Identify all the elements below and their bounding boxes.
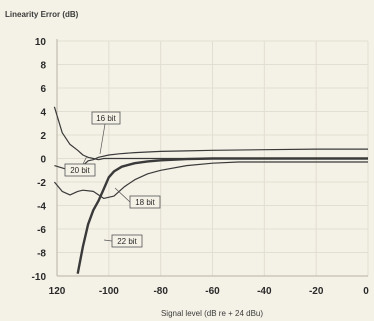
annotation-label: 22 bit: [117, 237, 137, 246]
y-tick-label: -10: [32, 272, 47, 283]
x-axis-label: Signal level (dB re + 24 dBu): [161, 309, 263, 318]
x-tick-label: -60: [205, 286, 220, 297]
series-line-22-bit: [76, 157, 368, 274]
y-tick-label: 4: [40, 108, 46, 119]
annotation-18-bit: 18 bit: [114, 187, 161, 209]
x-tick-label: -20: [309, 286, 324, 297]
y-tick-label: -6: [37, 225, 46, 236]
annotation-label: 18 bit: [135, 198, 155, 207]
y-tick-label: -4: [37, 202, 46, 213]
x-tick-label: -80: [153, 286, 168, 297]
annotation-22-bit: 22 bit: [103, 234, 143, 248]
annotation-20-bit: 20 bit: [64, 155, 96, 177]
annotation-label: 16 bit: [96, 114, 116, 123]
y-tick-label: 0: [40, 155, 46, 166]
x-tick-label: -40: [257, 286, 272, 297]
x-tick-label: -100: [99, 286, 119, 297]
annotations: 16 bit 20 bit 18 bit 22 bit: [64, 111, 161, 248]
y-tick-label: 6: [40, 84, 46, 95]
y-tick-label: 8: [40, 61, 46, 72]
y-tick-label: -8: [37, 249, 46, 260]
y-tick-label: -2: [37, 178, 46, 189]
x-tick-label: 0: [363, 286, 369, 297]
y-tick-label: 2: [40, 131, 46, 142]
series-lines: [53, 106, 368, 274]
series-line-18-bit: [53, 161, 368, 199]
axes: [56, 39, 368, 277]
chart-title: Linearity Error (dB): [5, 10, 79, 19]
annotation-16-bit: 16 bit: [91, 111, 121, 155]
x-tick-label: 120: [49, 286, 66, 297]
annotation-label: 20 bit: [70, 166, 90, 175]
y-tick-label: 10: [35, 37, 47, 48]
